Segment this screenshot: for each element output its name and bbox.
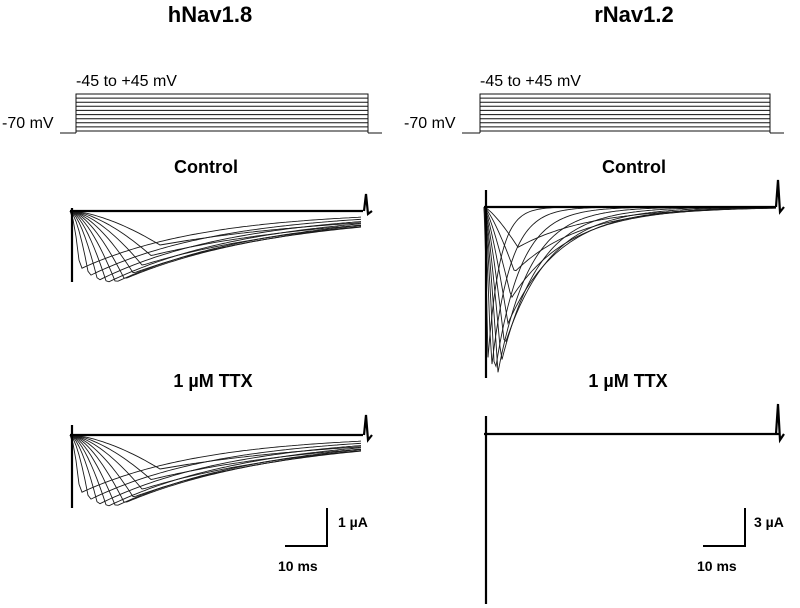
voltage-step-line xyxy=(479,97,771,133)
voltage-step-line xyxy=(479,101,771,133)
voltage-protocol: -45 to +45 mV -70 mV xyxy=(2,73,382,134)
condition-label-ttx: 1 µM TTX xyxy=(588,371,667,391)
step-range-label: -45 to +45 mV xyxy=(76,73,177,90)
current-trace xyxy=(69,434,362,480)
current-trace xyxy=(69,434,362,500)
condition-label-ttx: 1 µM TTX xyxy=(173,371,252,391)
scale-bar: 1 µA 10 ms xyxy=(278,508,368,574)
voltage-step-line xyxy=(75,114,369,133)
current-traces-control xyxy=(69,193,373,283)
scale-time-label: 10 ms xyxy=(697,558,737,574)
current-trace xyxy=(69,210,362,256)
voltage-step-line xyxy=(479,114,771,133)
protocol-steps xyxy=(462,93,784,134)
current-trace xyxy=(69,434,362,493)
voltage-protocol: -45 to +45 mV -70 mV xyxy=(404,73,784,134)
panel-title: hNav1.8 xyxy=(168,2,252,27)
current-traces-control xyxy=(483,179,785,378)
current-trace xyxy=(69,210,362,283)
current-trace xyxy=(69,434,362,507)
voltage-step-line xyxy=(479,109,771,133)
tail-artifact xyxy=(774,403,785,444)
current-trace xyxy=(69,434,362,498)
current-trace xyxy=(69,434,362,503)
panel-title: rNav1.2 xyxy=(594,2,674,27)
current-trace xyxy=(69,210,362,274)
voltage-step-line xyxy=(75,126,369,133)
step-range-label: -45 to +45 mV xyxy=(480,73,581,90)
current-trace xyxy=(69,210,362,269)
current-trace xyxy=(483,206,776,325)
current-trace xyxy=(69,434,362,505)
tail-artifact xyxy=(774,179,785,215)
scale-bar-lines xyxy=(285,508,328,547)
current-trace xyxy=(69,210,362,266)
scale-time-label: 10 ms xyxy=(278,558,318,574)
voltage-step-line xyxy=(75,130,369,133)
current-traces-ttx xyxy=(69,414,373,508)
holding-potential-label: -70 mV xyxy=(2,115,54,132)
voltage-step-line xyxy=(75,101,369,133)
holding-potential-label: -70 mV xyxy=(404,115,456,132)
voltage-step-line xyxy=(75,109,369,133)
panel-rnav12: rNav1.2 -45 to +45 mV -70 mV Control 1 µ… xyxy=(404,2,785,604)
scale-current-label: 3 µA xyxy=(754,514,784,530)
voltage-step-line xyxy=(75,97,369,133)
voltage-step-line xyxy=(479,126,771,133)
voltage-step-line xyxy=(479,130,771,133)
current-trace xyxy=(483,206,776,299)
current-trace xyxy=(69,434,362,506)
current-traces-ttx xyxy=(484,403,785,604)
scale-bar-lines xyxy=(703,508,746,547)
panel-hnav18: hNav1.8 -45 to +45 mV -70 mV Control 1 µ… xyxy=(2,2,382,574)
current-trace xyxy=(69,210,362,282)
current-trace xyxy=(483,206,777,343)
current-trace xyxy=(69,210,362,276)
condition-label-control: Control xyxy=(174,157,238,177)
condition-label-control: Control xyxy=(602,157,666,177)
current-trace xyxy=(69,210,362,281)
protocol-steps xyxy=(60,93,382,134)
current-trace xyxy=(483,206,776,272)
current-trace xyxy=(69,210,362,279)
scale-bar: 3 µA 10 ms xyxy=(697,508,784,574)
current-trace xyxy=(69,434,362,490)
tail-artifact xyxy=(362,193,373,217)
tail-artifact xyxy=(362,414,373,443)
scale-current-label: 1 µA xyxy=(338,514,368,530)
